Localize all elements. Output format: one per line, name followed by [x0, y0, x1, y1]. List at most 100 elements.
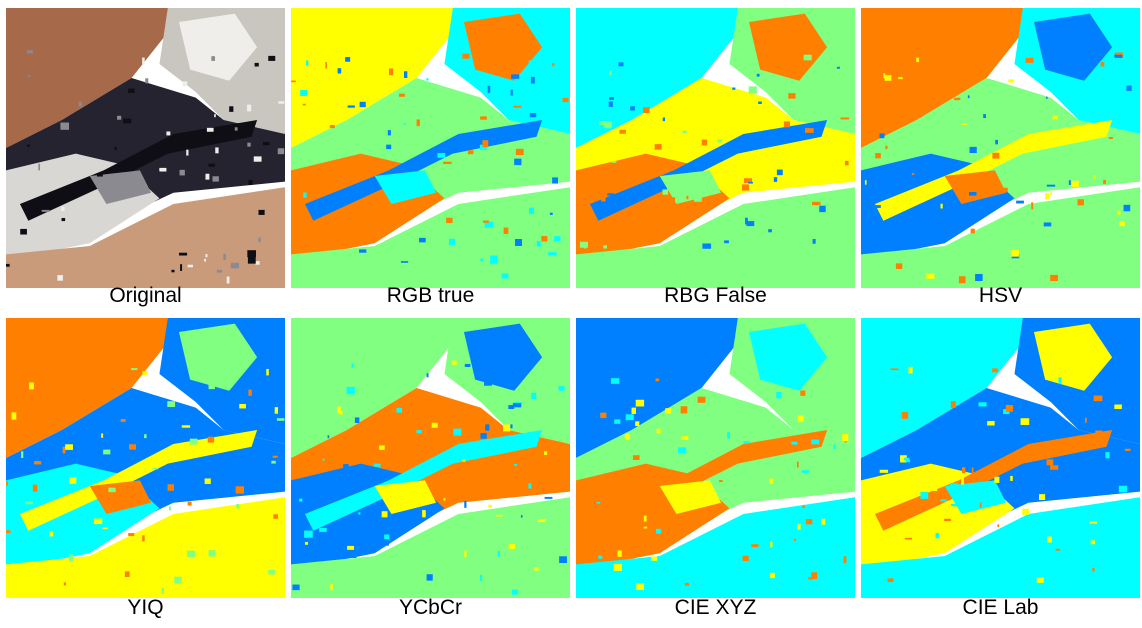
image-speckle — [748, 182, 753, 184]
image-speckle — [480, 116, 487, 119]
image-speckle — [1050, 465, 1058, 469]
image-speckle — [531, 393, 536, 399]
image-speckle — [419, 238, 426, 242]
image-speckle — [488, 505, 492, 508]
image-speckle — [1011, 250, 1019, 257]
image-speckle — [498, 551, 500, 557]
image-speckle — [504, 228, 509, 234]
image-speckle — [548, 252, 556, 255]
image-speckle — [263, 142, 270, 145]
image-speckle — [657, 429, 661, 433]
image-speckle — [598, 556, 602, 559]
image-speckle — [1069, 180, 1071, 185]
panel-image — [291, 318, 570, 598]
image-speckle — [992, 368, 998, 372]
image-speckle — [992, 153, 999, 159]
image-speckle — [934, 543, 938, 546]
image-speckle — [464, 501, 466, 508]
image-speckle — [211, 56, 215, 61]
image-speckle — [258, 210, 264, 215]
image-speckle — [1011, 144, 1017, 148]
image-speckle — [662, 189, 668, 194]
image-speckle — [643, 107, 650, 113]
image-speckle — [1021, 418, 1030, 425]
image-speckle — [928, 88, 932, 92]
image-speckle — [685, 583, 689, 586]
image-speckle — [580, 242, 588, 248]
image-speckle — [306, 60, 308, 65]
image-speckle — [20, 229, 27, 235]
image-speckle — [427, 574, 433, 580]
page: OriginalRGB trueRBG FalseHSVYIQYCbCrCIE … — [0, 0, 1142, 628]
image-speckle — [681, 406, 688, 413]
image-speckle — [255, 261, 259, 265]
figure: OriginalRGB trueRBG FalseHSVYIQYCbCrCIE … — [0, 0, 1142, 628]
image-speckle — [885, 75, 892, 81]
image-speckle — [987, 487, 991, 493]
image-speckle — [916, 58, 919, 62]
image-speckle — [962, 467, 965, 473]
image-speckle — [1037, 578, 1044, 583]
image-speckle — [757, 74, 760, 77]
image-speckle — [42, 210, 50, 212]
image-speckle — [875, 153, 881, 158]
image-speckle — [248, 180, 252, 185]
panel-caption: RGB true — [387, 284, 475, 307]
image-speckle — [152, 468, 158, 470]
image-speckle — [347, 546, 354, 550]
image-speckle — [805, 128, 814, 133]
image-speckle — [601, 197, 605, 201]
image-speckle — [1125, 449, 1131, 451]
image-speckle — [485, 424, 489, 430]
image-speckle — [273, 514, 278, 518]
panel-image — [576, 8, 855, 288]
image-speckle — [1039, 494, 1045, 500]
image-speckle — [348, 105, 355, 107]
image-speckle — [63, 447, 66, 453]
image-speckle — [883, 73, 885, 78]
image-speckle — [776, 392, 781, 398]
image-speckle — [554, 236, 560, 241]
image-speckle — [589, 182, 596, 188]
image-speckle — [278, 101, 284, 104]
panel-image — [291, 8, 570, 288]
image-speckle — [121, 419, 126, 422]
image-speckle — [28, 75, 30, 77]
image-speckle — [166, 131, 170, 135]
image-speckle — [502, 273, 509, 278]
image-speckle — [636, 583, 644, 590]
image-speckle — [57, 275, 63, 281]
image-speckle — [453, 429, 461, 436]
image-speckle — [898, 77, 902, 79]
image-speckle — [867, 542, 874, 546]
image-speckle — [1091, 540, 1095, 544]
image-speckle — [937, 204, 940, 211]
panel-image — [861, 318, 1140, 598]
image-speckle — [60, 123, 69, 130]
image-speckle — [607, 193, 614, 195]
image-speckle — [678, 447, 686, 453]
panel-caption: YIQ — [127, 596, 163, 619]
image-speckle — [665, 408, 671, 413]
image-speckle — [174, 577, 182, 584]
image-speckle — [69, 477, 76, 483]
image-speckle — [552, 177, 558, 183]
image-speckle — [352, 364, 354, 368]
image-speckle — [1031, 202, 1033, 209]
image-speckle — [997, 524, 999, 527]
image-speckle — [426, 78, 428, 80]
image-speckle — [876, 225, 880, 231]
image-speckle — [968, 95, 970, 98]
image-speckle — [713, 584, 721, 588]
image-speckle — [204, 259, 206, 262]
image-speckle — [1119, 221, 1125, 226]
image-speckle — [1090, 522, 1098, 524]
image-speckle — [777, 170, 783, 176]
image-speckle — [614, 564, 622, 571]
image-speckle — [382, 511, 388, 517]
image-speckle — [618, 550, 622, 556]
image-speckle — [207, 128, 214, 132]
image-speckle — [930, 485, 937, 491]
image-speckle — [422, 510, 426, 517]
image-speckle — [807, 208, 813, 211]
